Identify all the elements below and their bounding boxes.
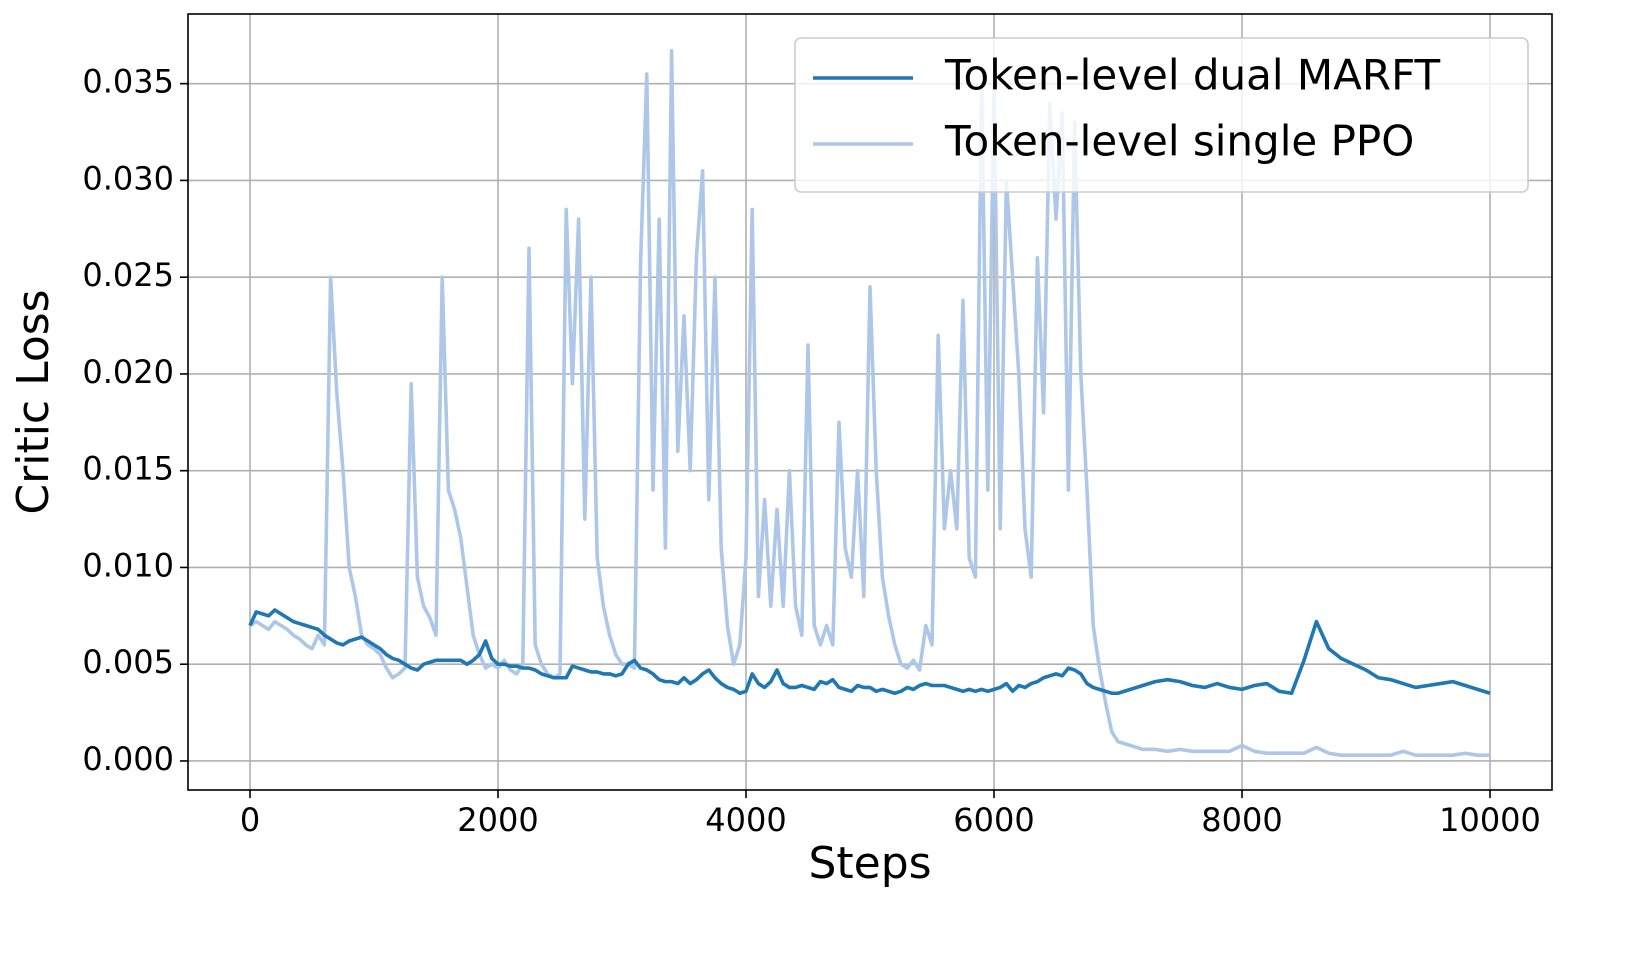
x-tick-label: 0: [240, 801, 260, 839]
legend: Token-level dual MARFT Token-level single…: [794, 37, 1529, 193]
x-tick-label: 6000: [953, 801, 1034, 839]
legend-label: Token-level single PPO: [944, 117, 1414, 166]
series-line: [248, 608, 1491, 696]
y-tick-label: 0.035: [82, 63, 174, 101]
legend-label: Token-level dual MARFT: [944, 51, 1440, 100]
x-tick-label: 4000: [705, 801, 786, 839]
y-tick-label: 0.010: [82, 546, 174, 584]
legend-box: [794, 37, 1529, 193]
y-tick-label: 0.005: [82, 643, 174, 681]
y-tick-label: 0.030: [82, 159, 174, 197]
x-tick-label: 10000: [1439, 801, 1541, 839]
y-axis-label: Critic Loss: [8, 289, 59, 514]
x-tick-label: 8000: [1201, 801, 1282, 839]
x-tick-label: 2000: [457, 801, 538, 839]
y-tick-label: 0.000: [82, 740, 174, 778]
series-line: [249, 48, 1490, 757]
plot-frame: [187, 13, 1553, 791]
x-axis-label: Steps: [808, 838, 931, 889]
y-tick-label: 0.015: [82, 450, 174, 488]
y-tick-label: 0.020: [82, 353, 174, 391]
y-tick-label: 0.025: [82, 256, 174, 294]
